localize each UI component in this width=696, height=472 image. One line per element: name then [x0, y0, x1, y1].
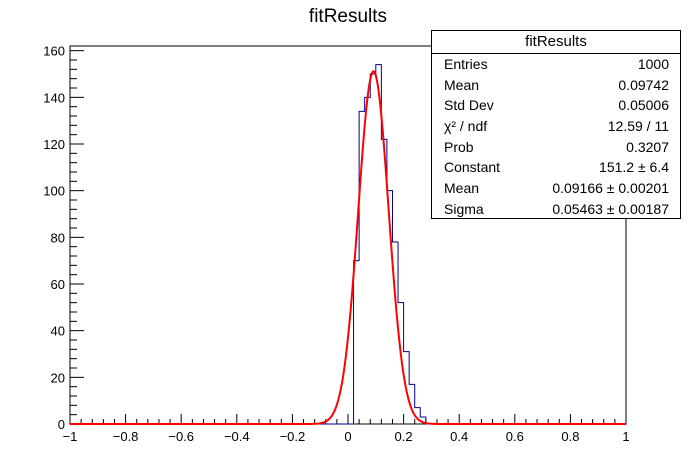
stats-row-entries: Entries 1000	[432, 54, 680, 75]
y-tick-label: 160	[43, 44, 65, 59]
x-tick-label: 1	[622, 429, 629, 444]
y-tick-label: 100	[43, 184, 65, 199]
stats-value: 0.09166 ± 0.00201	[552, 180, 669, 197]
stats-value: 0.09742	[618, 76, 669, 93]
stats-value: 0.05463 ± 0.00187	[552, 200, 669, 217]
y-tick-label: 60	[51, 277, 65, 292]
stats-row-prob: Prob 0.3207	[432, 137, 680, 158]
x-tick-labels: −1 −0.8 −0.6 −0.4 −0.2 0 0.2 0.4 0.6 0.8 1	[63, 429, 630, 444]
x-tick-label: −0.2	[280, 429, 306, 444]
x-tick-label: −1	[63, 429, 78, 444]
y-tick-label: 20	[51, 370, 65, 385]
stats-key: Sigma	[444, 200, 484, 217]
stats-value: 151.2 ± 6.4	[599, 159, 669, 176]
stats-key: Entries	[444, 56, 488, 72]
stats-key: χ² / ndf	[444, 118, 488, 135]
chart-title: fitResults	[308, 6, 388, 27]
stats-key: Mean	[444, 76, 480, 93]
stats-key: Prob	[444, 138, 474, 155]
x-tick-label: 0.2	[395, 429, 413, 444]
stats-value: 0.3207	[626, 138, 669, 155]
stats-value: 0.05006	[618, 97, 669, 114]
x-tick-label: 0	[344, 429, 351, 444]
stats-row-stddev: Std Dev 0.05006	[432, 95, 680, 116]
x-tick-label: −0.6	[168, 429, 194, 444]
stats-value: 1000	[637, 56, 669, 72]
x-tick-label: 0.4	[450, 429, 468, 444]
y-tick-labels: 0 20 40 60 80 100 120 140 160	[43, 44, 65, 432]
x-tick-label: 0.8	[561, 429, 579, 444]
x-tick-label: 0.6	[506, 429, 524, 444]
stats-value: 12.59 / 11	[607, 118, 669, 135]
stats-key: Std Dev	[444, 97, 494, 114]
stats-row-sigma: Sigma 0.05463 ± 0.00187	[432, 199, 680, 220]
y-tick-label: 40	[51, 324, 65, 339]
stats-box: fitResults Entries 1000 Mean 0.09742 Std D…	[431, 30, 681, 219]
y-tick-label: 0	[58, 417, 65, 432]
y-tick-label: 120	[43, 137, 65, 152]
stats-row-mean: Mean 0.09742	[432, 75, 680, 96]
x-tick-label: −0.8	[113, 429, 139, 444]
stats-key: Mean	[444, 180, 480, 197]
stats-row-fit-mean: Mean 0.09166 ± 0.00201	[432, 178, 680, 199]
y-tick-label: 140	[43, 90, 65, 105]
stats-box-title: fitResults	[432, 31, 680, 54]
stats-row-chi2: χ² / ndf 12.59 / 11	[432, 116, 680, 137]
stats-row-constant: Constant 151.2 ± 6.4	[432, 157, 680, 178]
stats-key: Constant	[444, 159, 501, 176]
gaussian-fit-curve	[70, 70, 626, 425]
y-tick-label: 80	[51, 230, 65, 245]
x-tick-label: −0.4	[224, 429, 250, 444]
